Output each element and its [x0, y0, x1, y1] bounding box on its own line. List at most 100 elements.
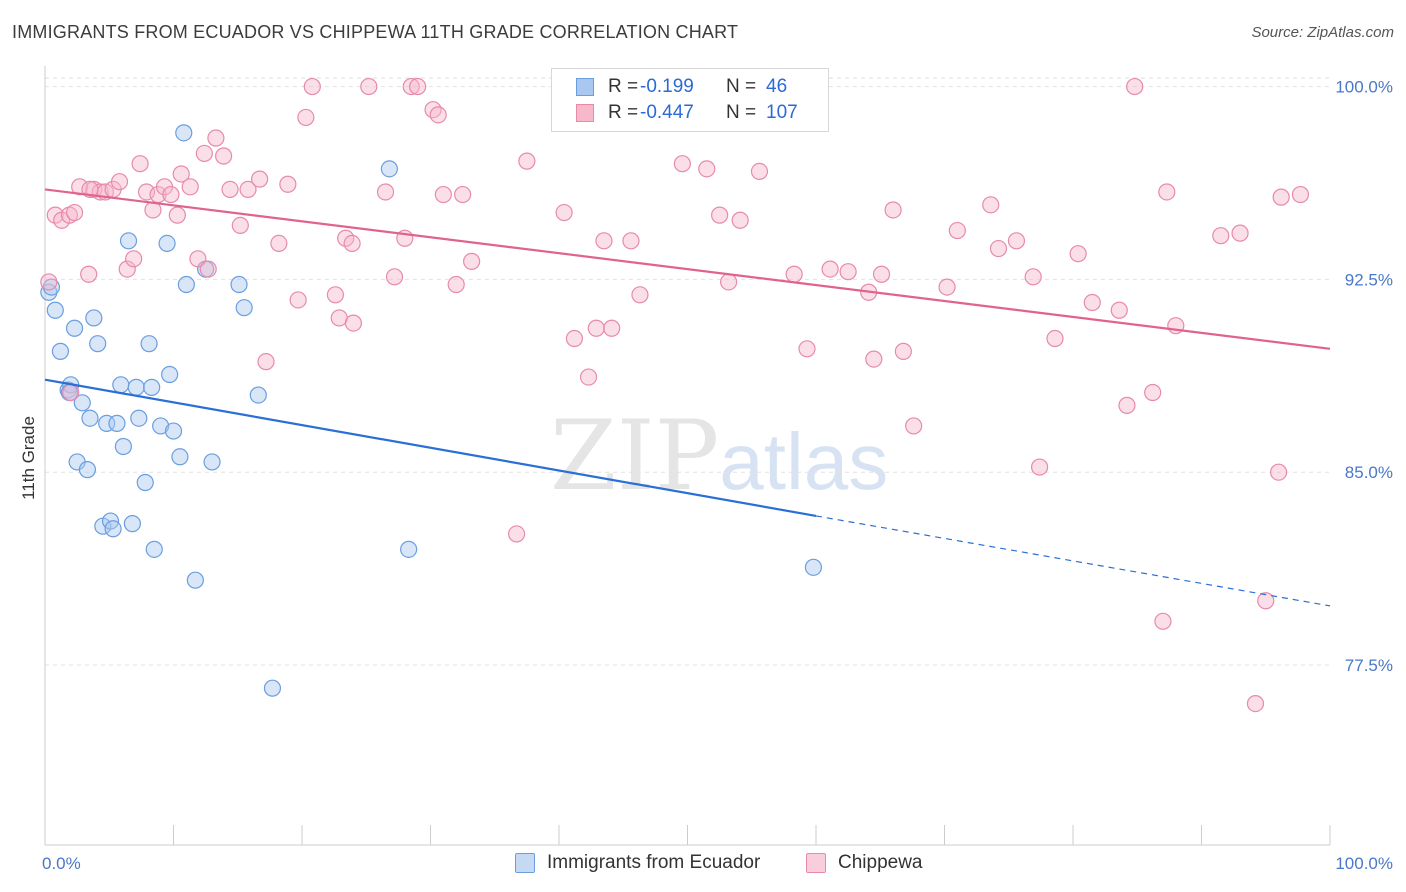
point-ecuador [108, 414, 126, 432]
correlation-legend: R = -0.199 N = 46 R = -0.447 N = 107 [551, 68, 829, 132]
point-chippewa [711, 206, 729, 224]
point-chippewa [402, 77, 420, 96]
point-ecuador [164, 422, 183, 440]
point-chippewa [1118, 396, 1136, 414]
point-chippewa [798, 340, 816, 358]
legend-r-value: -0.447 [640, 102, 694, 123]
point-chippewa [698, 160, 716, 178]
point-chippewa [631, 286, 649, 304]
point-chippewa [385, 268, 404, 286]
point-chippewa [555, 203, 573, 222]
point-chippewa [434, 185, 452, 204]
point-chippewa [821, 260, 839, 278]
point-chippewa [587, 319, 605, 337]
point-chippewa [344, 314, 362, 332]
point-chippewa [1158, 183, 1176, 201]
point-chippewa [839, 263, 857, 281]
point-chippewa [279, 175, 297, 193]
point-chippewa [884, 201, 902, 219]
point-ecuador [152, 417, 170, 435]
point-chippewa [905, 417, 923, 435]
point-chippewa [1212, 227, 1230, 245]
point-chippewa [71, 178, 89, 196]
point-chippewa [1030, 458, 1049, 476]
legend-r-label: R = [608, 102, 639, 123]
point-ecuador [175, 124, 193, 142]
point-chippewa [125, 250, 143, 268]
point-chippewa [131, 155, 149, 173]
point-chippewa [1007, 232, 1026, 250]
y-tick-label: 77.5% [1345, 656, 1393, 675]
legend-row-chippewa: R = -0.447 N = 107 [576, 101, 798, 125]
legend-label-chippewa: Chippewa [838, 852, 923, 873]
point-chippewa [1126, 77, 1144, 96]
point-chippewa [750, 162, 769, 181]
point-ecuador [380, 160, 398, 178]
point-chippewa [720, 273, 738, 291]
point-chippewa [1110, 301, 1128, 319]
point-chippewa [447, 275, 465, 294]
trendline-chippewa [44, 188, 1331, 350]
point-chippewa [1257, 592, 1275, 610]
point-chippewa [168, 206, 186, 224]
point-chippewa [865, 350, 883, 368]
point-ecuador [65, 319, 84, 337]
point-chippewa [172, 165, 190, 183]
point-chippewa [221, 180, 239, 199]
point-chippewa [1269, 463, 1288, 481]
legend-n-value: 107 [766, 102, 798, 123]
point-ecuador [235, 299, 253, 317]
point-ecuador [73, 394, 91, 412]
point-ecuador [400, 540, 418, 558]
legend-swatch-chippewa [576, 104, 594, 122]
point-chippewa [270, 234, 288, 252]
point-ecuador [85, 309, 103, 327]
point-chippewa [429, 106, 447, 124]
point-chippewa [289, 291, 307, 309]
legend-item-ecuador[interactable]: Immigrants from Ecuador [515, 852, 760, 874]
point-ecuador [127, 378, 145, 396]
point-ecuador [119, 232, 138, 250]
point-chippewa [1069, 245, 1087, 263]
x-tick-label: 0.0% [42, 854, 81, 873]
source-label: Source: ZipAtlas.com [1251, 24, 1394, 41]
point-ecuador [249, 386, 267, 404]
point-chippewa [162, 185, 180, 204]
point-chippewa [989, 239, 1008, 258]
point-chippewa [507, 525, 526, 543]
point-chippewa [181, 178, 199, 196]
legend-label-ecuador: Immigrants from Ecuador [547, 852, 761, 873]
y-tick-label: 100.0% [1335, 78, 1393, 97]
point-chippewa [454, 185, 472, 204]
legend-item-chippewa[interactable]: Chippewa [806, 852, 923, 874]
point-ecuador [112, 376, 130, 394]
point-chippewa [360, 77, 378, 96]
legend-swatch-ecuador [576, 78, 594, 96]
point-ecuador [89, 335, 107, 353]
chart-title: IMMIGRANTS FROM ECUADOR VS CHIPPEWA 11TH… [12, 22, 739, 42]
point-chippewa [40, 273, 58, 291]
point-chippewa [579, 368, 598, 386]
legend-row-ecuador: R = -0.199 N = 46 [576, 75, 787, 99]
point-chippewa [80, 265, 98, 283]
trendline-ecuador [44, 378, 817, 518]
point-ecuador [158, 234, 176, 252]
point-chippewa [376, 183, 395, 201]
point-chippewa [938, 278, 956, 296]
point-chippewa [215, 147, 233, 165]
point-ecuador [81, 409, 99, 427]
point-chippewa [872, 265, 891, 283]
point-chippewa [65, 203, 84, 222]
legend-r-label: R = [608, 76, 639, 97]
point-chippewa [409, 77, 427, 96]
point-chippewa [731, 211, 749, 229]
point-chippewa [118, 260, 136, 278]
point-chippewa [1024, 268, 1042, 286]
point-chippewa [343, 234, 361, 252]
point-chippewa [1291, 185, 1310, 204]
trendline-ecuador-extension [815, 515, 1331, 607]
point-chippewa [110, 173, 129, 191]
point-ecuador [46, 301, 64, 319]
x-tick-label: 100.0% [1335, 854, 1393, 873]
y-tick-label: 92.5% [1345, 270, 1393, 289]
